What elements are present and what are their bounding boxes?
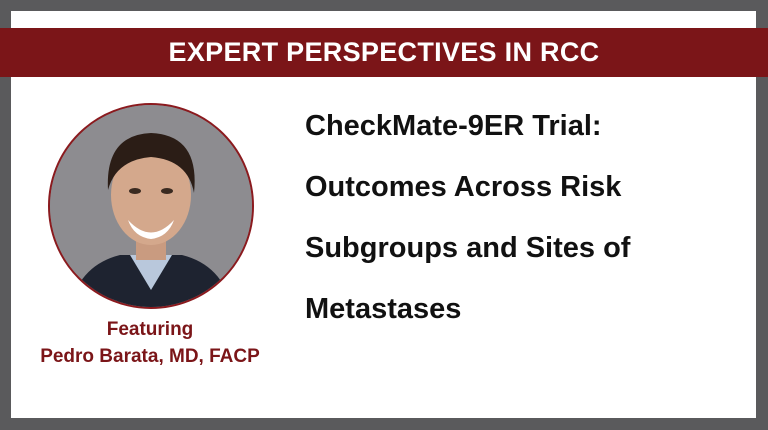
speaker-name: Pedro Barata, MD, FACP [40,346,260,367]
headline-line: Outcomes Across Risk [305,171,622,203]
headline-line: CheckMate-9ER Trial: [305,110,602,142]
featuring-label: Featuring [106,319,194,340]
headline: CheckMate-9ER Trial: Outcomes Across Ris… [305,96,745,340]
headline-line: Metastases [305,293,462,325]
headline-line: Subgroups and Sites of [305,232,631,264]
banner: EXPERT PERSPECTIVES IN RCC [0,28,768,77]
speaker-photo [48,103,254,309]
